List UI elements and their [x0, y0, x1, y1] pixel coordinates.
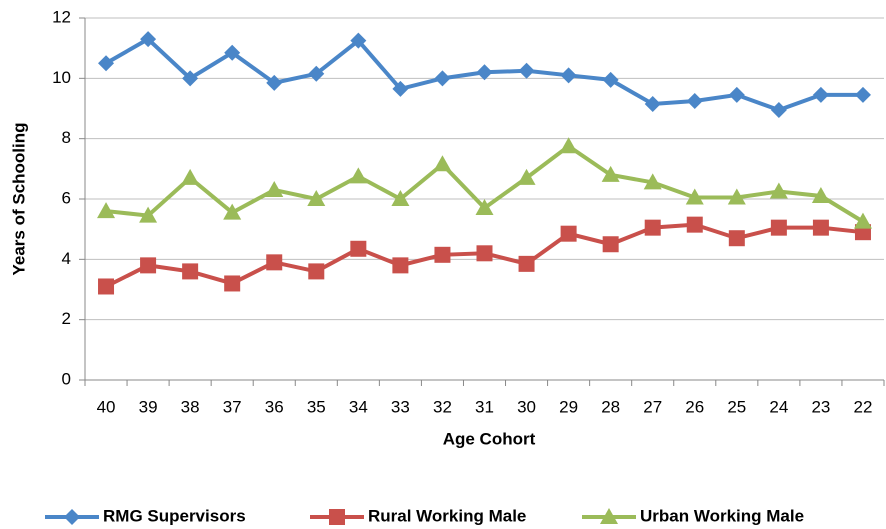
marker — [812, 219, 829, 236]
marker — [476, 64, 493, 81]
marker — [560, 67, 577, 84]
marker — [224, 275, 241, 292]
x-tick-label: 24 — [769, 397, 788, 416]
marker — [853, 212, 872, 229]
marker — [770, 102, 787, 119]
marker — [728, 230, 745, 247]
marker — [308, 65, 325, 82]
marker — [643, 173, 662, 190]
marker — [434, 246, 451, 263]
marker — [266, 254, 283, 271]
marker — [770, 219, 787, 236]
marker — [517, 168, 536, 185]
legend-marker — [64, 509, 80, 525]
marker — [139, 206, 158, 223]
y-axis-title: Years of Schooling — [9, 122, 28, 275]
y-tick-label: 2 — [62, 309, 71, 328]
x-tick-label: 39 — [139, 397, 158, 416]
legend-marker — [329, 509, 345, 525]
x-tick-label: 30 — [517, 397, 536, 416]
marker — [98, 55, 115, 72]
marker — [349, 167, 368, 184]
x-tick-label: 22 — [854, 397, 873, 416]
marker — [433, 155, 452, 172]
x-tick-label: 40 — [97, 397, 116, 416]
marker — [728, 86, 745, 103]
marker — [644, 95, 661, 112]
x-tick-label: 38 — [181, 397, 200, 416]
marker — [182, 70, 199, 87]
marker — [686, 92, 703, 109]
marker — [266, 74, 283, 91]
marker — [223, 203, 242, 220]
marker — [812, 86, 829, 103]
x-tick-label: 36 — [265, 397, 284, 416]
y-tick-label: 8 — [62, 128, 71, 147]
y-tick-label: 6 — [62, 188, 71, 207]
marker — [392, 80, 409, 97]
x-tick-label: 32 — [433, 397, 452, 416]
marker — [307, 190, 326, 206]
marker — [434, 70, 451, 87]
x-tick-label: 27 — [643, 397, 662, 416]
marker — [97, 202, 116, 219]
marker — [391, 190, 410, 206]
marker — [602, 71, 619, 88]
x-tick-label: 26 — [685, 397, 704, 416]
marker — [265, 180, 284, 197]
marker — [350, 240, 367, 257]
marker — [518, 62, 535, 79]
marker — [560, 225, 577, 242]
x-tick-label: 35 — [307, 397, 326, 416]
legend-label: Rural Working Male — [368, 506, 526, 525]
marker — [476, 245, 493, 262]
marker — [559, 137, 578, 154]
marker — [601, 165, 620, 182]
x-tick-label: 34 — [349, 397, 368, 416]
y-tick-label: 10 — [52, 68, 71, 87]
marker — [224, 44, 241, 61]
marker — [727, 188, 746, 205]
x-tick-label: 29 — [559, 397, 578, 416]
legend-marker — [600, 508, 618, 524]
x-tick-label: 37 — [223, 397, 242, 416]
y-tick-label: 12 — [52, 7, 71, 26]
x-tick-label: 33 — [391, 397, 410, 416]
marker — [644, 219, 661, 236]
y-tick-label: 0 — [62, 369, 71, 388]
x-axis-title: Age Cohort — [443, 429, 536, 448]
marker — [181, 168, 200, 185]
marker — [811, 186, 830, 203]
marker — [518, 255, 535, 272]
marker — [308, 263, 325, 280]
marker — [140, 257, 157, 274]
x-tick-label: 31 — [475, 397, 494, 416]
marker — [769, 182, 788, 199]
y-tick-label: 4 — [62, 249, 71, 268]
x-tick-label: 28 — [601, 397, 620, 416]
marker — [182, 263, 199, 280]
marker — [350, 32, 367, 49]
marker — [686, 216, 703, 233]
marker — [140, 31, 157, 48]
marker — [854, 86, 871, 103]
legend-label: Urban Working Male — [640, 506, 804, 525]
marker — [392, 257, 409, 274]
marker — [685, 188, 704, 205]
x-tick-label: 25 — [727, 397, 746, 416]
marker — [98, 278, 115, 295]
legend-label: RMG Supervisors — [103, 506, 246, 525]
marker — [475, 199, 494, 216]
x-tick-label: 23 — [811, 397, 830, 416]
marker — [602, 236, 619, 253]
